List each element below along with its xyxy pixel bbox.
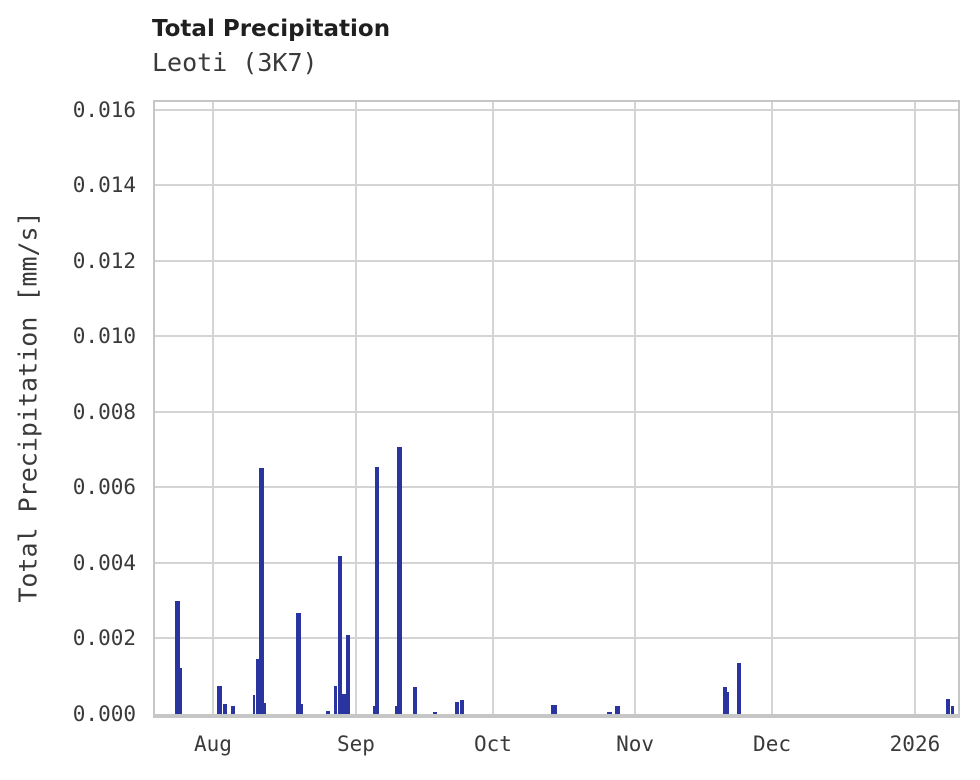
precip-bar xyxy=(945,699,950,714)
y-tick-label: 0.012 xyxy=(72,248,136,273)
plot-area xyxy=(153,100,960,718)
y-tick-label: 0.014 xyxy=(72,173,136,198)
precip-bar xyxy=(175,601,180,714)
precip-bar xyxy=(333,686,338,714)
precip-bar xyxy=(326,711,331,714)
precip-bar xyxy=(258,468,264,714)
x-tick-label: Aug xyxy=(194,732,232,756)
y-tick-label: 0.004 xyxy=(72,550,136,575)
y-tick-label: 0.008 xyxy=(72,399,136,424)
x-gridline xyxy=(771,102,774,714)
precip-bar xyxy=(342,694,347,714)
y-gridline xyxy=(155,561,958,564)
precip-bar xyxy=(395,706,398,714)
precip-bar xyxy=(615,706,620,714)
x-gridline xyxy=(354,102,357,714)
precip-bar xyxy=(737,662,742,714)
precip-bar xyxy=(455,701,459,714)
x-gridline xyxy=(913,102,916,714)
x-tick-label: Nov xyxy=(616,732,654,756)
precip-bar xyxy=(726,691,730,714)
precip-bar xyxy=(607,711,613,714)
precip-bar xyxy=(217,686,223,714)
y-gridline xyxy=(155,184,958,187)
precip-bar xyxy=(374,467,380,714)
x-tick-label: Sep xyxy=(337,732,375,756)
y-gridline xyxy=(155,637,958,640)
chart-subtitle: Leoti (3K7) xyxy=(152,48,318,77)
y-tick-label: 0.000 xyxy=(72,702,136,726)
precip-bar xyxy=(337,556,343,714)
x-tick-label: Oct xyxy=(474,732,512,756)
y-gridline xyxy=(155,486,958,489)
precip-bar xyxy=(179,667,182,714)
precip-bar xyxy=(296,612,302,714)
y-gridline xyxy=(155,335,958,338)
precip-bar xyxy=(432,711,438,714)
chart-title: Total Precipitation xyxy=(152,16,391,42)
x-gridline xyxy=(211,102,214,714)
precip-bar xyxy=(413,687,417,714)
precip-bar xyxy=(722,687,727,714)
y-gridline xyxy=(155,108,958,111)
precip-bar xyxy=(346,635,351,714)
precip-bar xyxy=(263,702,266,714)
y-gridline xyxy=(155,259,958,262)
precip-bar xyxy=(551,704,558,714)
precip-bar xyxy=(252,695,256,714)
x-gridline xyxy=(634,102,637,714)
x-tick-label: Dec xyxy=(753,732,791,756)
precip-bar xyxy=(372,706,375,714)
y-tick-label: 0.006 xyxy=(72,475,136,500)
precip-bar xyxy=(222,704,228,714)
y-gridline xyxy=(155,410,958,413)
y-tick-label: 0.016 xyxy=(72,97,136,122)
y-tick-label: 0.002 xyxy=(72,626,136,651)
precip-bar xyxy=(459,700,464,714)
precip-bar xyxy=(230,706,235,714)
precip-bar xyxy=(397,446,402,714)
x-tick-label: 2026 xyxy=(889,732,941,756)
precip-bar xyxy=(255,659,260,714)
precip-bar xyxy=(951,706,955,714)
x-gridline xyxy=(491,102,494,714)
y-tick-label: 0.010 xyxy=(72,324,136,349)
